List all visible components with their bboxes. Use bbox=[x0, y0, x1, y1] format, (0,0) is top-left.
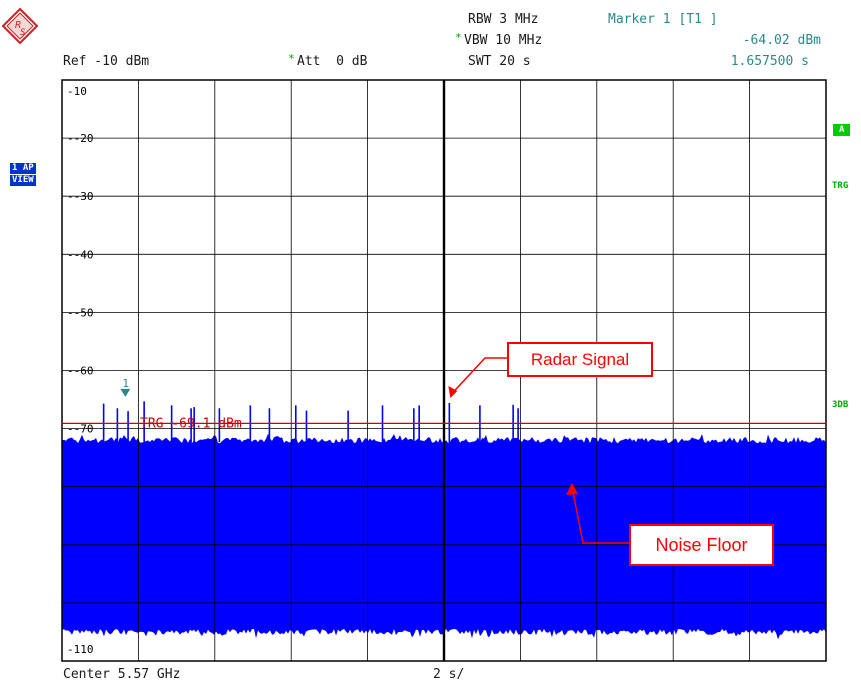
y-tick-label: --20 bbox=[67, 132, 94, 145]
y-tick-label: --40 bbox=[67, 248, 94, 261]
center-frequency-label: Center 5.57 GHz bbox=[63, 667, 181, 682]
rbw-label: RBW 3 MHz bbox=[468, 12, 539, 27]
ref-level-label: Ref -10 dBm bbox=[63, 54, 150, 69]
trace-mode-tag-line2: VIEW bbox=[10, 175, 36, 186]
time-per-division-label: 2 s/ bbox=[433, 667, 465, 682]
vbw-modified-star: * bbox=[455, 31, 462, 44]
marker-title: Marker 1 [T1 ] bbox=[608, 12, 718, 27]
vbw-label: VBW 10 MHz bbox=[464, 33, 543, 48]
plot-frame bbox=[61, 79, 827, 662]
rohde-schwarz-logo-icon: R S bbox=[1, 7, 39, 45]
svg-text:S: S bbox=[20, 28, 26, 38]
y-tick-label: --60 bbox=[67, 365, 94, 378]
marker-time: 1.657500 s bbox=[730, 54, 809, 69]
marker-1-triangle-icon bbox=[120, 388, 131, 397]
y-tick-label: -10 bbox=[67, 85, 87, 98]
radar-signal-arrowhead-icon bbox=[448, 386, 458, 398]
svg-text:R: R bbox=[15, 20, 21, 31]
y-tick-label: -110 bbox=[67, 643, 94, 656]
trigger-level-label: TRG -69.1 dBm bbox=[140, 416, 242, 431]
radar-signal-arrow-line bbox=[452, 357, 507, 393]
y-tick-label: --30 bbox=[67, 190, 94, 203]
marker-level: -64.02 dBm bbox=[742, 33, 821, 48]
noise-floor-annotation: Noise Floor bbox=[629, 524, 774, 566]
status-tag-trg: TRG bbox=[832, 181, 849, 191]
att-modified-star: * bbox=[288, 52, 295, 65]
radar-signal-annotation: Radar Signal bbox=[507, 342, 653, 377]
status-tag-3db: 3DB bbox=[832, 400, 849, 410]
noise-floor-arrowhead-icon bbox=[566, 483, 578, 495]
sweep-time-label: SWT 20 s bbox=[468, 54, 531, 69]
attenuation-label: Att 0 dB bbox=[297, 54, 368, 69]
trace-mode-tag-line1: 1 AP bbox=[10, 163, 36, 174]
status-tag-a: A bbox=[833, 124, 851, 136]
y-tick-label: --50 bbox=[67, 306, 94, 319]
noise-floor-arrow-line bbox=[572, 491, 629, 544]
y-tick-label: --70 bbox=[67, 423, 94, 436]
marker-1-label: 1 bbox=[122, 377, 129, 390]
